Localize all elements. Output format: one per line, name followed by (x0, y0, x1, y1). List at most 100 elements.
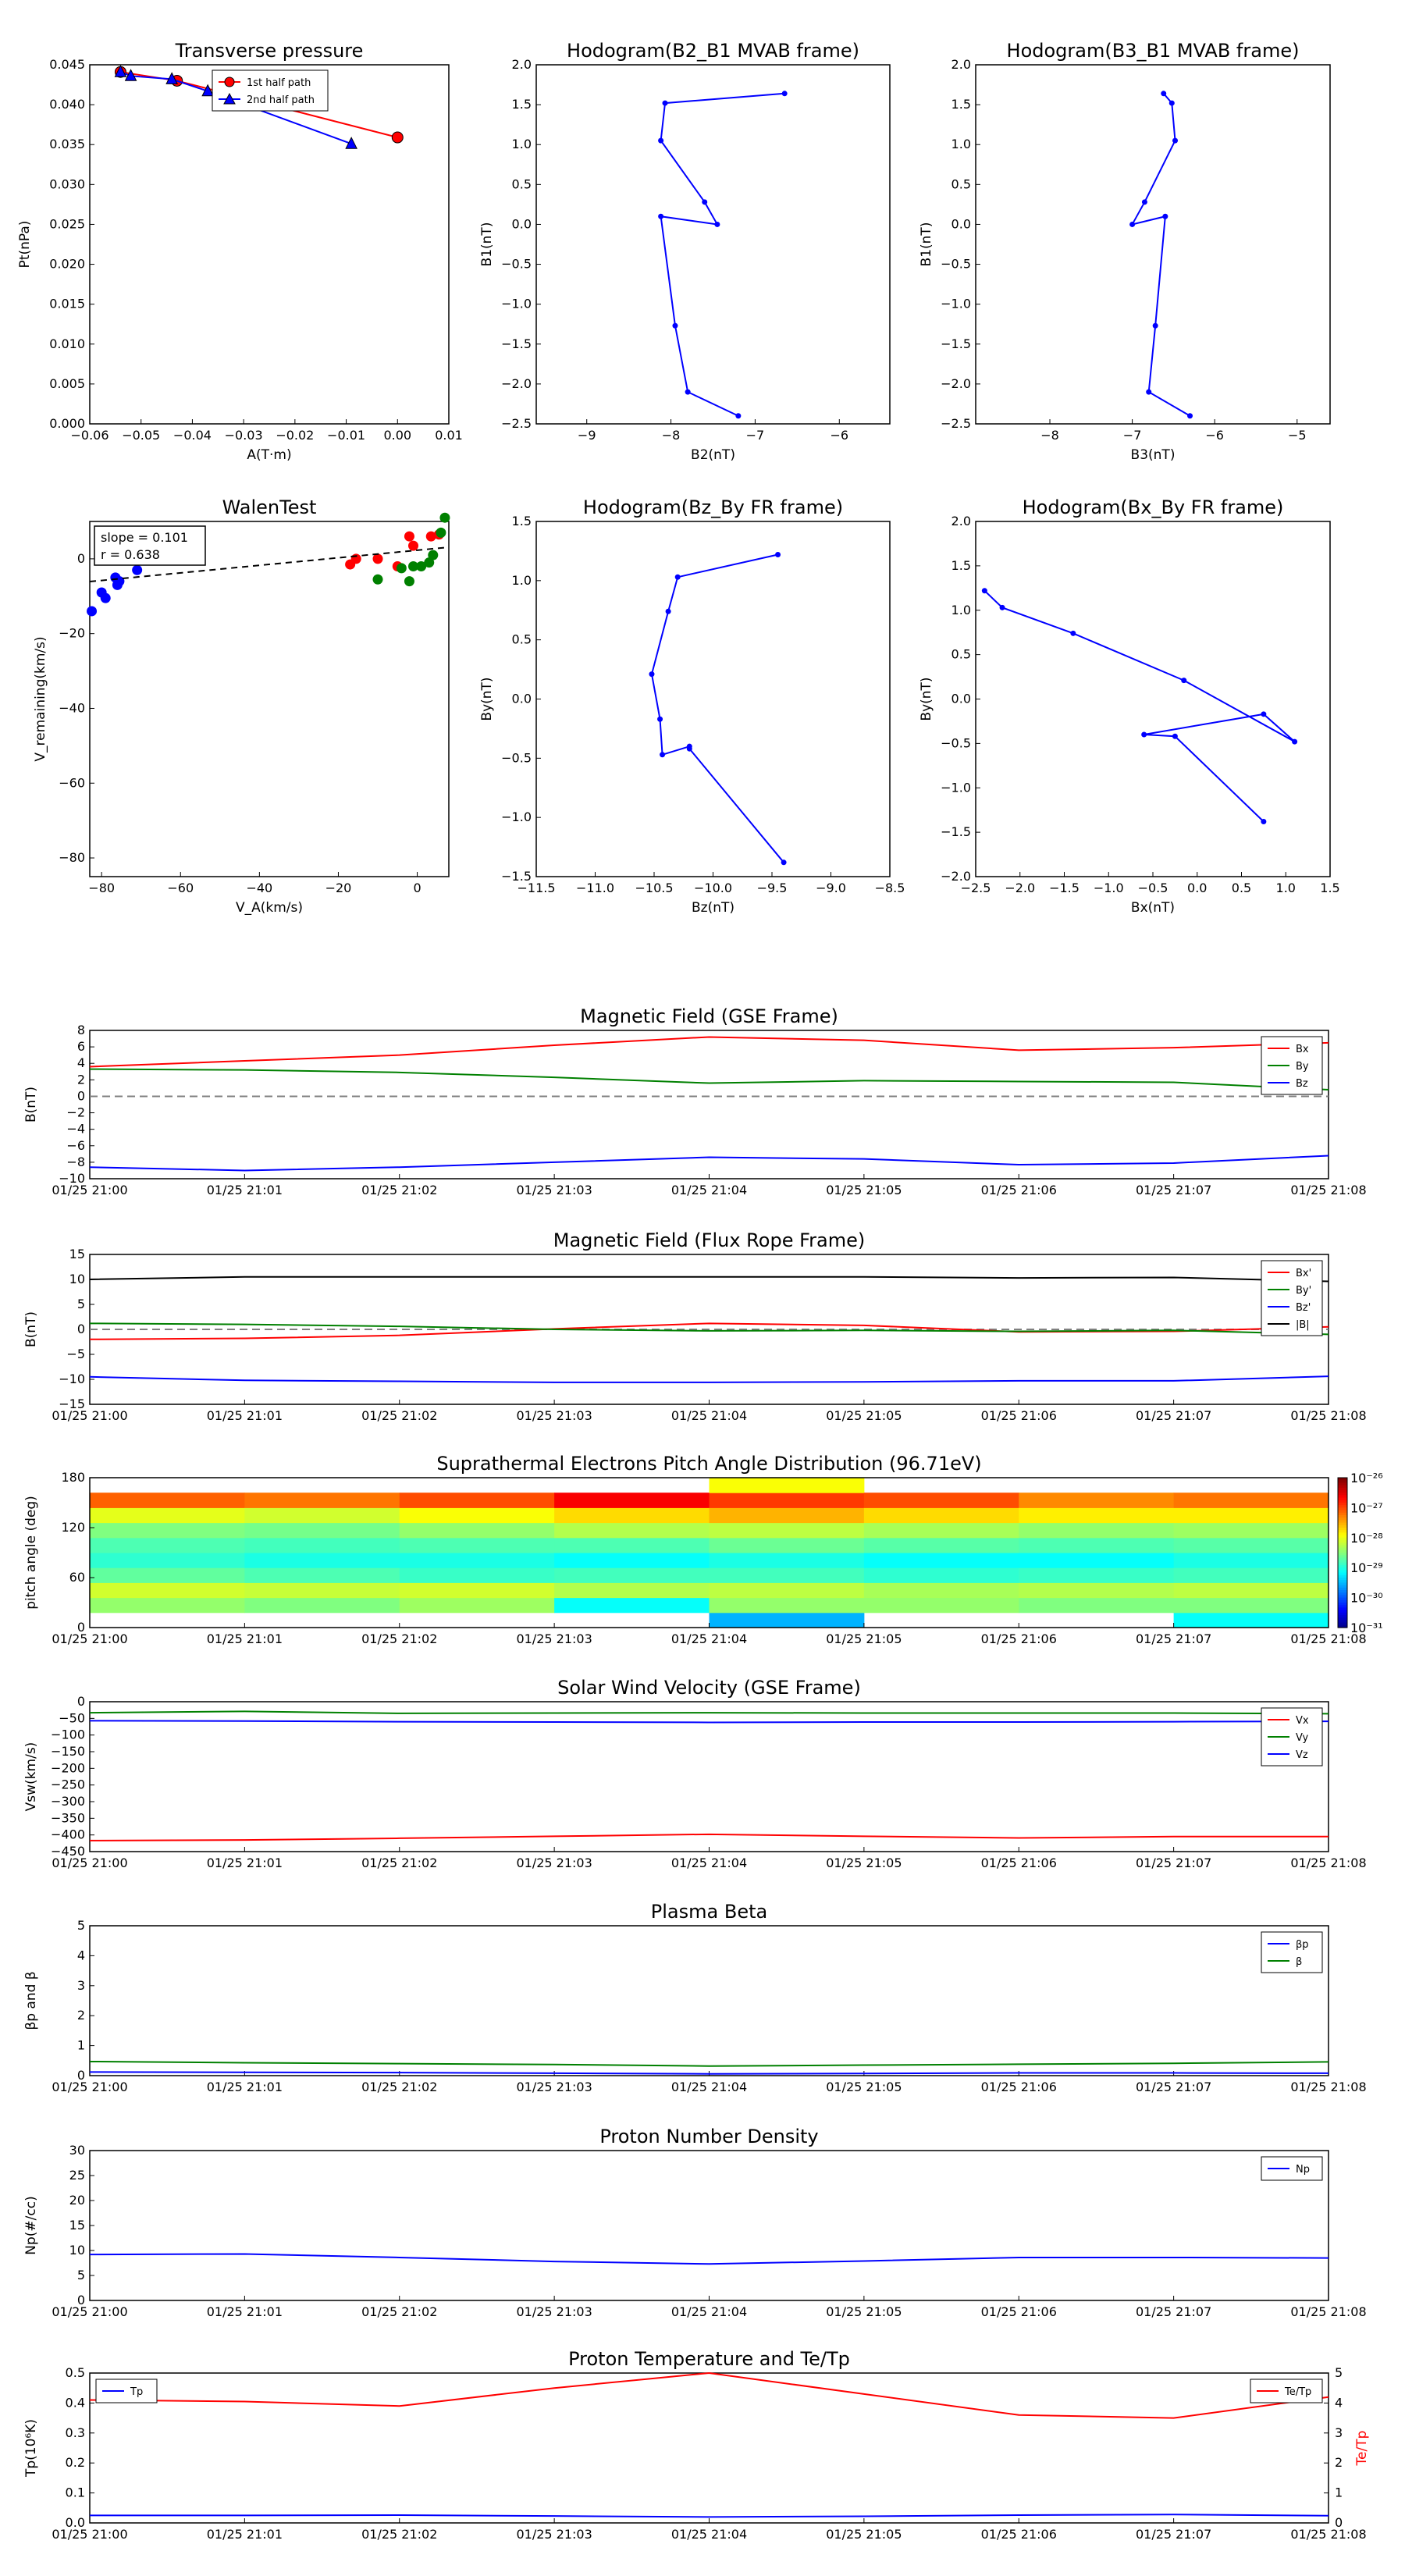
pad-cell (90, 1582, 245, 1599)
h4-xtick-label: −2.5 (961, 881, 991, 895)
h2-point (1146, 389, 1152, 395)
pad-colorbar-segment (1338, 1597, 1347, 1601)
pad-xtick-label: 01/25 21:04 (671, 1631, 747, 1646)
pad-cell (709, 1493, 865, 1508)
beta-ytick-label: 3 (77, 1978, 85, 1993)
h4-title: Hodogram(Bx_By FR frame) (1023, 496, 1284, 518)
bgse-ytick-label: 4 (77, 1055, 85, 1070)
h4-point (981, 588, 987, 594)
pad-colorbar-segment (1338, 1505, 1347, 1508)
tp-ytick-label: 0.3 (66, 2425, 85, 2440)
pad-cell (1173, 1567, 1329, 1583)
pad-cell (709, 1478, 865, 1493)
h3-point (781, 859, 787, 866)
pt-ylabel: Pt(nPa) (17, 221, 33, 269)
walen-title: WalenTest (222, 496, 317, 518)
np-chart: Proton Number Density 01/25 21:00 01/25 21… (23, 2126, 1367, 2319)
pad-cell (244, 1537, 400, 1553)
pad-xtick-label: 01/25 21:00 (52, 1631, 127, 1646)
h3-series-line (650, 553, 784, 863)
pad-colorbar-segment (1338, 1537, 1347, 1541)
pad-cell (709, 1553, 865, 1568)
bfr-series-line (89, 1276, 1329, 1283)
beta-title: Plasma Beta (651, 1901, 767, 1923)
h1-ytick-label: 2.0 (512, 57, 532, 72)
tp-xtick-label: 01/25 21:01 (207, 2527, 283, 2542)
walen-xtick-label: −60 (167, 881, 194, 895)
h2-xtick-label: −8 (1040, 428, 1059, 443)
bgse-xtick-label: 01/25 21:03 (516, 1183, 592, 1197)
vsw-xtick-label: 01/25 21:06 (981, 1856, 1057, 1870)
vsw-ytick-label: 0 (77, 1694, 85, 1709)
bfr-xtick-label: 01/25 21:00 (52, 1408, 127, 1423)
pt-point (165, 72, 178, 84)
bgse-ytick-label: −8 (66, 1155, 85, 1169)
tp-ytick-label: 0 (1335, 2515, 1343, 2530)
tp-ytick-label: 3 (1335, 2425, 1343, 2440)
pad-colorbar-segment (1338, 1530, 1347, 1533)
h4-ytick-label: 0.0 (951, 692, 971, 706)
vsw-ytick-label: −300 (51, 1794, 85, 1809)
walen-xlabel: V_A(km/s) (236, 900, 303, 916)
pad-colorbar-segment (1338, 1547, 1347, 1551)
vsw-ytick-label: −200 (51, 1760, 85, 1775)
vsw-ytick-label: −50 (59, 1710, 85, 1725)
pad-colorbar-segment (1338, 1617, 1347, 1621)
pad-cell (1019, 1507, 1175, 1524)
pad-colorbar-segment (1338, 1553, 1347, 1556)
walen-point (100, 592, 111, 603)
pad-colorbar-segment (1338, 1574, 1347, 1578)
vsw-xtick-label: 01/25 21:04 (671, 1856, 747, 1870)
h1-point (781, 91, 788, 97)
pad-colorbar-segment (1338, 1624, 1347, 1628)
np-ytick-label: 5 (77, 2268, 85, 2282)
bgse-xtick-label: 01/25 21:00 (52, 1183, 127, 1197)
walen-ytick-label: 0 (77, 551, 85, 566)
pad-colorbar-segment (1338, 1622, 1347, 1626)
pad-cell (1173, 1537, 1329, 1553)
h4-xtick-label: 1.5 (1320, 881, 1339, 895)
h3-ytick-label: −0.5 (501, 750, 532, 765)
beta-frame (89, 1925, 1329, 2076)
beta-legend (1261, 1931, 1323, 1973)
pad-colorbar-segment (1338, 1578, 1347, 1581)
h2-xlabel: B3(nT) (1131, 447, 1176, 463)
pad-xtick-label: 01/25 21:02 (361, 1631, 437, 1646)
pad-cell (554, 1597, 710, 1614)
beta-xtick-label: 01/25 21:03 (516, 2080, 592, 2094)
h3-xtick-label: −9.0 (816, 881, 846, 895)
pad-cell (554, 1553, 710, 1568)
h4-point (999, 604, 1005, 610)
pad-cell (709, 1582, 865, 1599)
pad-colorbar-segment (1338, 1482, 1347, 1486)
pad-cell (1173, 1507, 1329, 1524)
h4-chart: Hodogram(Bx_By FR frame)−2.5 −2.0 −1.5 −1.0… (919, 496, 1340, 916)
pad-colorbar-segment (1338, 1495, 1347, 1499)
pad-ytick-label: 60 (69, 1570, 85, 1585)
pt-xtick-label: −0.02 (276, 428, 314, 443)
pt-title: Transverse pressure (175, 40, 364, 62)
bgse-ytick-label: −4 (66, 1122, 85, 1137)
h1-ylabel: B1(nT) (479, 222, 495, 267)
bfr-xtick-label: 01/25 21:06 (981, 1408, 1057, 1423)
tp-ylabel: Tp(10⁶K) (23, 2419, 39, 2478)
bgse-xtick-label: 01/25 21:06 (981, 1183, 1057, 1197)
h2-ytick-label: −2.5 (941, 416, 971, 431)
walen-chart: WalenTest −80 −60 −40 −20 0 −80 −60 −40 −20 0 V_A(k… (33, 496, 450, 916)
h2-xtick-label: −5 (1288, 428, 1307, 443)
pad-colorbar-segment (1338, 1587, 1347, 1591)
pad-colorbar-segment (1338, 1615, 1347, 1618)
pad-cell (1019, 1537, 1175, 1553)
pad-colorbar-segment (1338, 1512, 1347, 1516)
h2-frame (975, 64, 1331, 425)
pad-cell (90, 1537, 245, 1553)
beta-chart: Plasma Beta 01/25 21:00 01/25 21:01 01/25 2… (23, 1901, 1367, 2094)
beta-xtick-label: 01/25 21:02 (361, 2080, 437, 2094)
h2-xtick-label: −6 (1205, 428, 1224, 443)
pad-colorbar-segment (1338, 1595, 1347, 1599)
h1-point (714, 221, 720, 227)
h1-frame (535, 64, 891, 425)
h3-xtick-label: −10.0 (694, 881, 732, 895)
bfr-xtick-label: 01/25 21:08 (1290, 1408, 1366, 1423)
h4-xtick-label: −1.0 (1094, 881, 1124, 895)
